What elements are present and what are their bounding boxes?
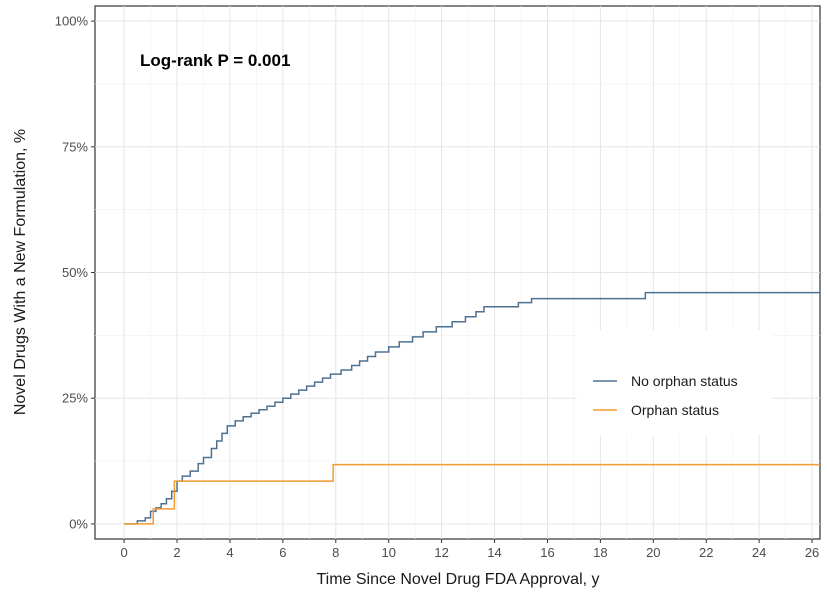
x-tick-label: 24 — [752, 545, 766, 560]
x-tick-label: 22 — [699, 545, 713, 560]
y-tick-label: 100% — [55, 14, 89, 29]
x-tick-label: 16 — [540, 545, 554, 560]
series-line-orphan — [124, 463, 820, 525]
y-tick-label: 50% — [62, 265, 88, 280]
series-line-no-orphan — [124, 291, 820, 525]
x-tick-label: 4 — [226, 545, 233, 560]
legend-label-orphan: Orphan status — [631, 402, 719, 418]
x-tick-label: 14 — [487, 545, 501, 560]
x-axis-title: Time Since Novel Drug FDA Approval, y — [316, 571, 599, 588]
x-tick-label: 10 — [381, 545, 395, 560]
legend-label-no-orphan: No orphan status — [631, 373, 738, 389]
y-tick-label: 0% — [69, 516, 88, 531]
x-tick-label: 18 — [593, 545, 607, 560]
x-tick-label: 2 — [173, 545, 180, 560]
x-tick-label: 12 — [434, 545, 448, 560]
x-axis-ticks: 0 2 4 6 8 10 12 14 16 18 20 22 24 26 — [120, 539, 819, 560]
x-tick-label: 0 — [120, 545, 127, 560]
legend: No orphan status Orphan status — [577, 330, 772, 435]
x-tick-label: 20 — [646, 545, 660, 560]
grid — [95, 6, 820, 539]
x-tick-label: 26 — [805, 545, 819, 560]
legend-box — [577, 330, 772, 435]
annotation-logrank: Log-rank P = 0.001 — [140, 51, 290, 70]
x-tick-label: 8 — [332, 545, 339, 560]
x-tick-label: 6 — [279, 545, 286, 560]
y-tick-label: 25% — [62, 391, 88, 406]
y-axis-title: Novel Drugs With a New Formulation, % — [12, 129, 29, 415]
y-axis-ticks: 0% 25% 50% 75% 100% — [55, 14, 95, 531]
series-lines — [124, 291, 820, 525]
y-tick-label: 75% — [62, 139, 88, 154]
